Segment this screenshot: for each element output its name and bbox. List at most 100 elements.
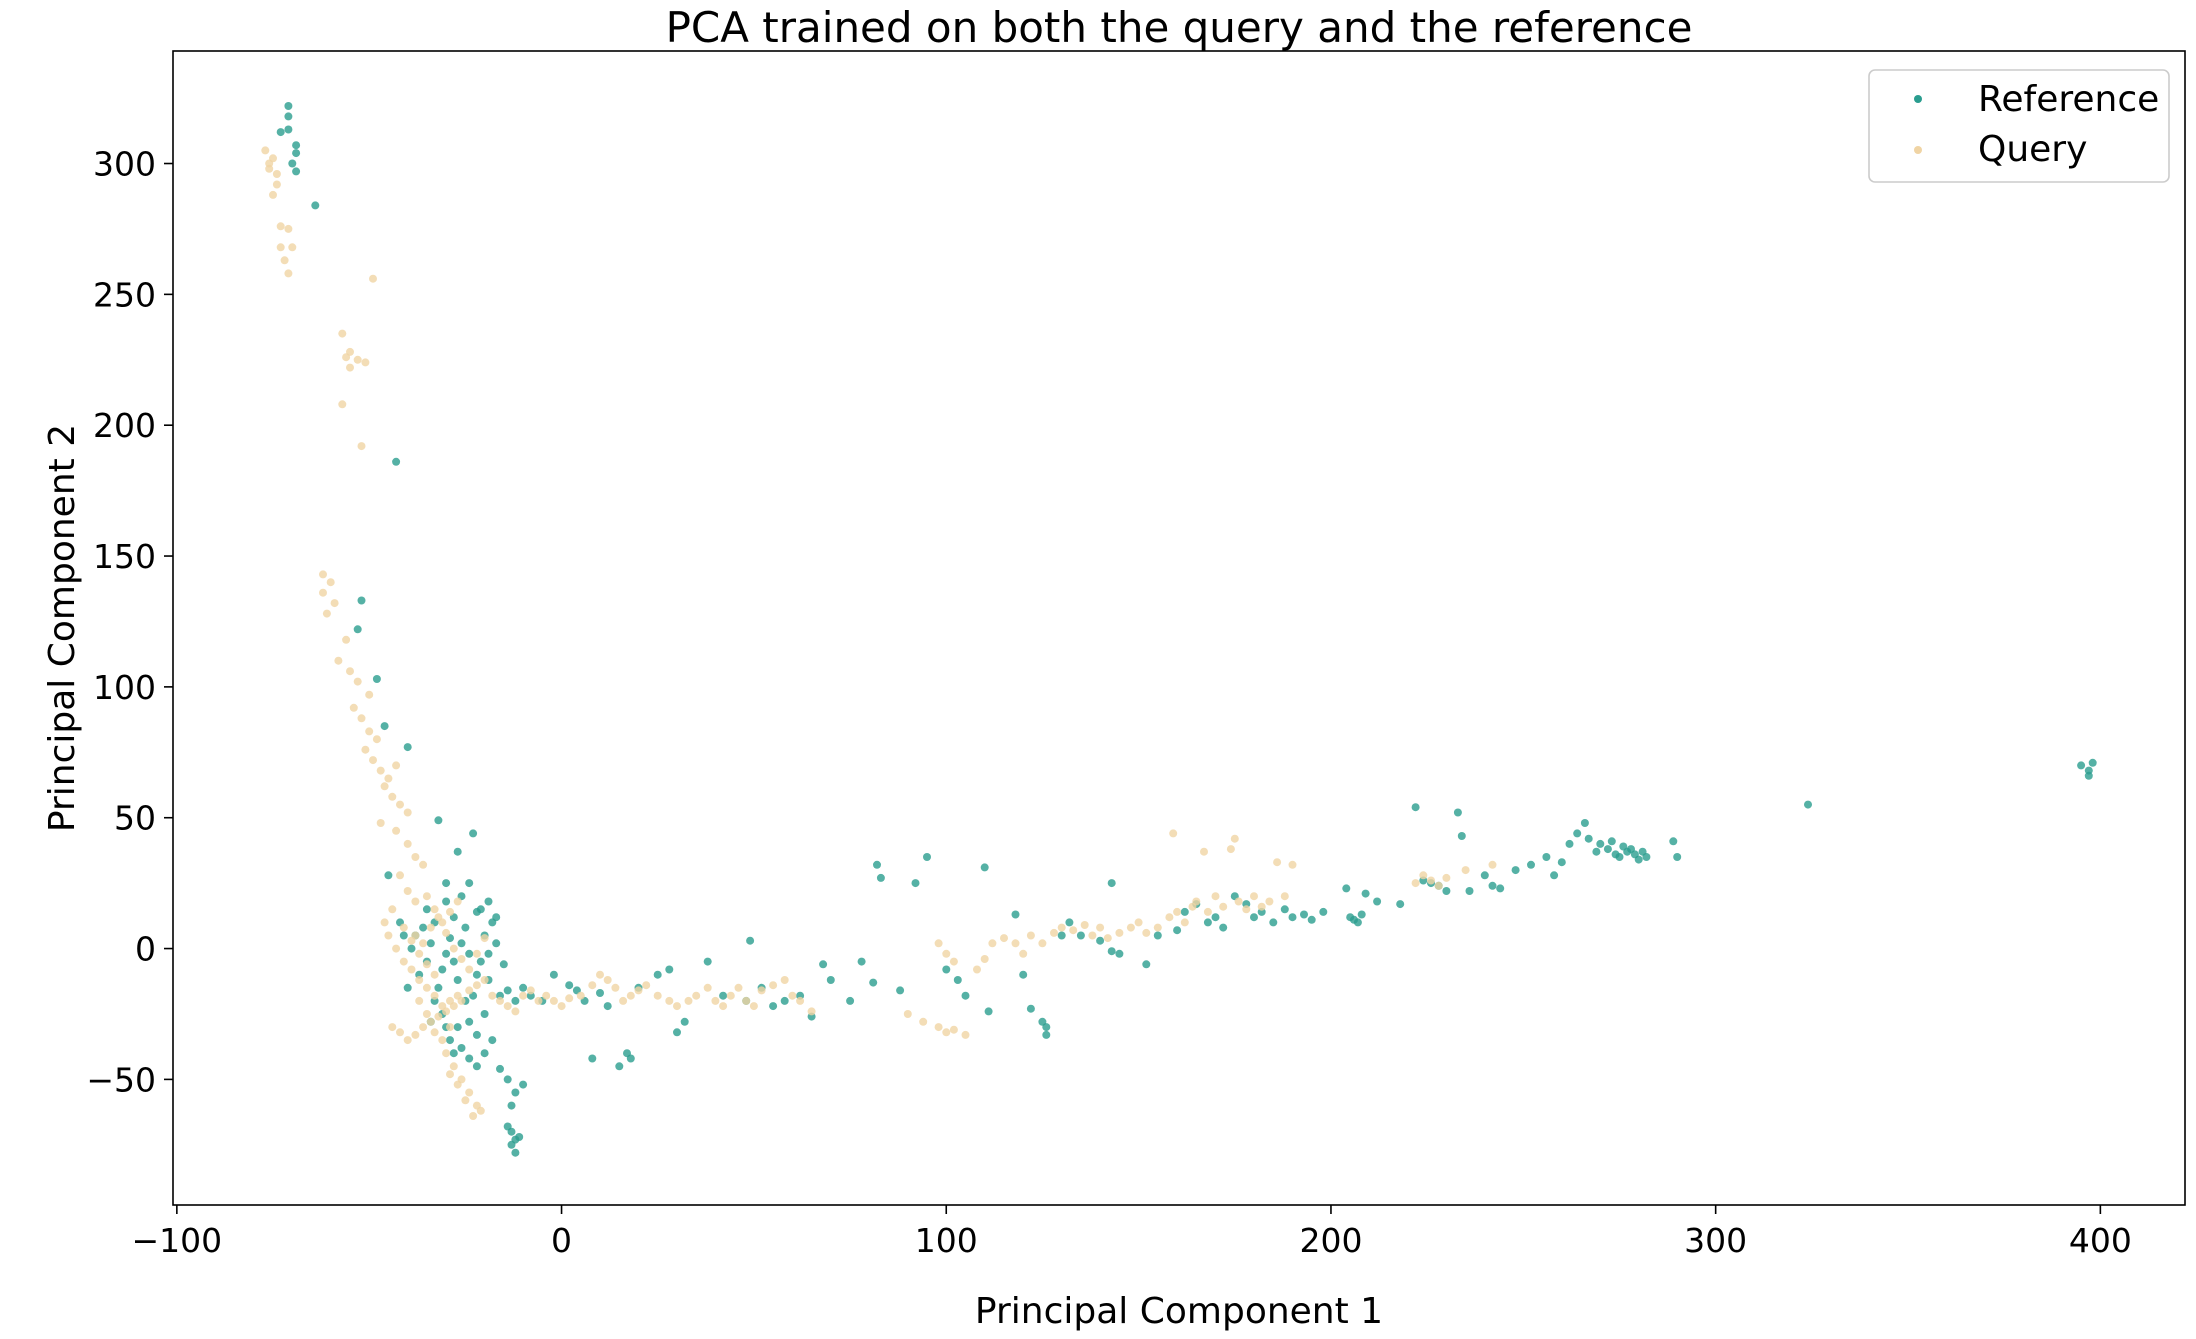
point-query — [1057, 923, 1066, 932]
point-query — [272, 170, 281, 178]
point-query — [703, 983, 712, 992]
point-reference — [980, 863, 989, 872]
point-query — [430, 991, 439, 1000]
point-reference — [626, 1054, 635, 1063]
point-query — [642, 981, 651, 990]
point-reference — [1173, 926, 1182, 935]
point-query — [338, 329, 347, 338]
point-query — [934, 939, 943, 948]
chart-title: PCA trained on both the query and the re… — [666, 3, 1693, 52]
point-query — [346, 363, 354, 372]
point-reference — [1153, 931, 1162, 940]
point-reference — [403, 743, 412, 752]
point-reference — [896, 986, 905, 995]
point-query — [430, 905, 439, 914]
point-query — [626, 991, 635, 1000]
point-reference — [1107, 879, 1116, 888]
point-reference — [1565, 839, 1574, 848]
point-query — [942, 949, 951, 958]
point-query — [361, 745, 370, 754]
point-reference — [422, 905, 431, 914]
point-query — [526, 986, 535, 995]
point-query — [534, 996, 543, 1005]
point-reference — [1342, 884, 1351, 893]
point-reference — [1250, 913, 1258, 922]
point-query — [692, 991, 701, 1000]
point-query — [365, 727, 374, 736]
point-reference — [465, 1017, 474, 1026]
point-query — [365, 690, 374, 699]
point-query — [588, 981, 597, 990]
point-query — [1096, 923, 1105, 932]
point-reference — [469, 829, 478, 838]
point-reference — [399, 931, 408, 940]
point-reference — [653, 970, 662, 979]
point-reference — [511, 996, 520, 1005]
point-query — [392, 826, 401, 835]
point-query — [742, 996, 751, 1005]
point-reference — [703, 957, 712, 966]
point-query — [411, 1030, 420, 1039]
point-query — [1153, 923, 1162, 932]
point-query — [942, 1028, 951, 1037]
point-query — [1169, 829, 1178, 838]
point-query — [1126, 923, 1135, 932]
point-reference — [719, 991, 728, 1000]
y-axis-label: Principal Component 2 — [42, 424, 83, 832]
point-query — [453, 1080, 462, 1089]
point-reference — [673, 1028, 681, 1037]
point-query — [357, 442, 366, 451]
point-query — [949, 1025, 958, 1034]
point-reference — [680, 1017, 689, 1026]
point-query — [434, 1012, 443, 1021]
point-reference — [588, 1054, 597, 1063]
point-reference — [1550, 871, 1559, 880]
point-query — [519, 991, 528, 1000]
point-query — [557, 1002, 566, 1011]
point-query — [334, 656, 343, 665]
x-tick-label: 0 — [551, 1221, 572, 1260]
point-query — [1011, 939, 1020, 948]
point-query — [276, 243, 285, 252]
point-query — [1069, 926, 1078, 935]
point-query — [934, 1023, 943, 1032]
point-reference — [565, 981, 574, 990]
point-reference — [453, 976, 462, 984]
point-query — [488, 991, 497, 1000]
point-reference — [476, 905, 485, 914]
point-reference — [438, 965, 447, 974]
point-query — [426, 923, 435, 932]
point-query — [326, 578, 335, 587]
point-reference — [1011, 910, 1020, 919]
point-query — [388, 792, 397, 801]
point-query — [330, 599, 339, 608]
y-tick-label: 300 — [93, 145, 156, 184]
point-query — [392, 761, 401, 770]
point-query — [338, 400, 347, 409]
point-query — [403, 1036, 412, 1045]
point-reference — [515, 1133, 524, 1141]
y-tick-label: 200 — [93, 406, 156, 445]
point-query — [653, 991, 662, 1000]
point-query — [1434, 881, 1443, 890]
point-reference — [465, 879, 474, 888]
point-reference — [419, 923, 428, 932]
y-axis: −50 0 50 100 150 200 250 300 — [86, 145, 173, 1099]
point-reference — [449, 957, 458, 966]
point-query — [1288, 860, 1297, 869]
point-reference — [961, 991, 970, 1000]
point-query — [392, 944, 401, 953]
point-reference — [1211, 913, 1220, 922]
point-query — [1115, 928, 1124, 937]
point-query — [411, 931, 420, 940]
point-reference — [923, 853, 931, 861]
point-reference — [284, 125, 293, 134]
point-query — [399, 957, 408, 966]
point-reference — [1026, 1004, 1035, 1013]
point-query — [496, 996, 504, 1005]
point-query — [361, 358, 370, 367]
point-reference — [1019, 970, 1028, 979]
point-query — [611, 983, 620, 992]
point-query — [396, 800, 404, 809]
